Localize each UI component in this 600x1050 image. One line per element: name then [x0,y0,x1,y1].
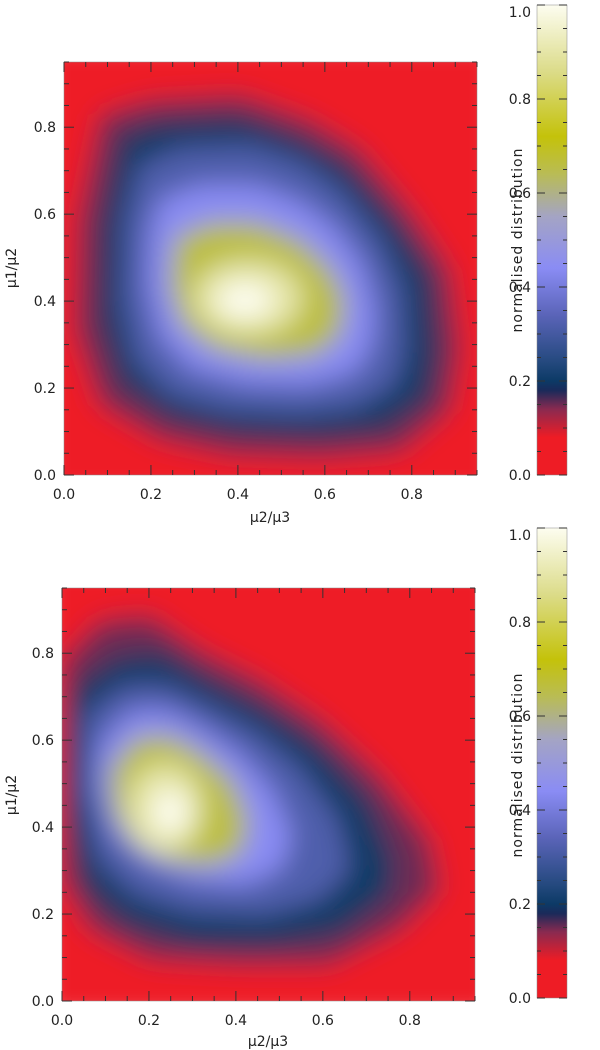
colorbar-tick-label: 0.2 [509,374,531,390]
colorbar-2 [536,527,568,999]
heatmap-2-image [62,588,475,1001]
heatmap-2-peak-center [152,790,188,834]
colorbar-1 [536,4,568,476]
colorbar-2-ticks: 0.0 0.2 0.4 0.6 0.8 1.0 [509,527,567,1007]
colorbar-1-ticks: 0.0 0.2 0.4 0.6 0.8 1.0 [509,4,567,484]
x-tick-label: 0.4 [225,1013,247,1029]
x-axis-label-2: μ2/μ3 [248,1034,288,1050]
colorbar-tick-label: 0.0 [509,468,531,484]
y-tick-label: 0.2 [32,907,54,923]
y-tick-label: 0.8 [32,646,54,662]
y-tick-label: 0.0 [32,994,54,1010]
y-tick-label: 0.6 [32,733,54,749]
heatmap-panel-1: 0.0 0.2 0.4 0.6 0.8 0.0 0.2 0.4 0.6 0.8 μ2/μ3 μ1/… [4,4,568,526]
colorbar-tick-label: 0.6 [509,186,531,202]
heatmap-panel-2: 0.0 0.2 0.4 0.6 0.8 0.0 0.2 0.4 0.6 0.8 μ2/μ3 μ1/… [4,527,568,1050]
x-tick-label: 0.0 [51,1013,73,1029]
x-tick-label: 0.0 [53,487,75,503]
y-tick-label: 0.6 [34,207,56,223]
heatmap-1-peak-center [217,282,273,318]
x-tick-label: 0.2 [140,487,162,503]
y-tick-label: 0.0 [34,468,56,484]
y-tick-label: 0.8 [34,120,56,136]
axes-2: 0.0 0.2 0.4 0.6 0.8 0.0 0.2 0.4 0.6 0.8 [32,587,476,1029]
x-tick-label: 0.8 [399,1013,421,1029]
y-axis-label-1: μ1/μ2 [4,248,20,288]
axes-1: 0.0 0.2 0.4 0.6 0.8 0.0 0.2 0.4 0.6 0.8 [34,61,478,503]
colorbar-tick-label: 1.0 [509,5,531,21]
colorbar-tick-label: 0.2 [509,897,531,913]
x-tick-label: 0.8 [401,487,423,503]
x-tick-label: 0.6 [312,1013,334,1029]
y-tick-label: 0.2 [34,381,56,397]
plot-frame-2 [61,587,476,1002]
colorbar-tick-label: 0.4 [509,803,531,819]
y-tick-label: 0.4 [32,820,54,836]
x-tick-label: 0.2 [138,1013,160,1029]
plot-frame-1 [63,61,478,476]
colorbar-1-label: normalised distribution [510,148,526,333]
y-axis-label-2: μ1/μ2 [4,775,20,815]
x-tick-label: 0.6 [314,487,336,503]
x-axis-label-1: μ2/μ3 [250,510,290,526]
colorbar-tick-label: 0.6 [509,709,531,725]
y-tick-label: 0.4 [34,294,56,310]
colorbar-tick-label: 0.8 [509,615,531,631]
colorbar-tick-label: 0.4 [509,280,531,296]
x-tick-label: 0.4 [227,487,249,503]
colorbar-tick-label: 0.0 [509,991,531,1007]
colorbar-2-label: normalised distribution [510,673,526,858]
colorbar-tick-label: 0.8 [509,92,531,108]
colorbar-tick-label: 1.0 [509,528,531,544]
heatmap-1-image [64,62,477,475]
